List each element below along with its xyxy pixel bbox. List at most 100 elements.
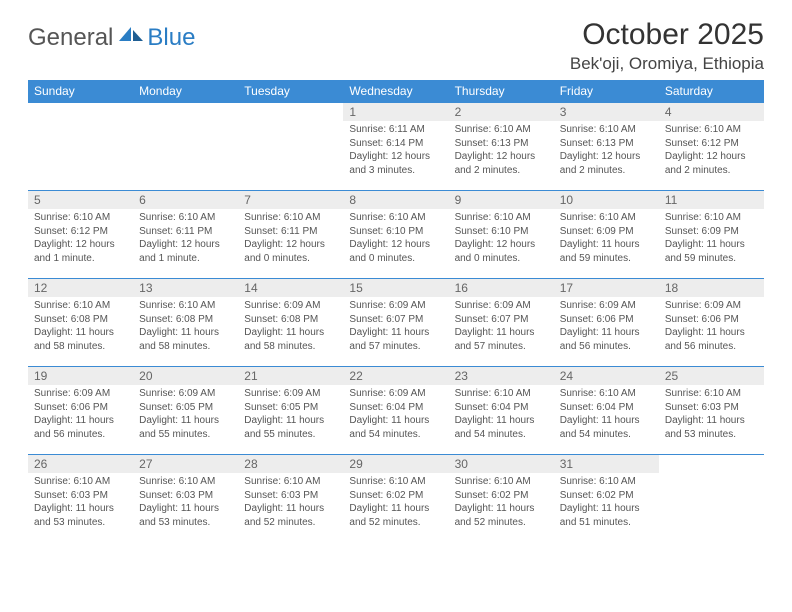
day-info: Sunrise: 6:10 AMSunset: 6:08 PMDaylight:… [133,297,238,357]
day-number: 22 [343,367,448,385]
day-header-row: Sunday Monday Tuesday Wednesday Thursday… [28,80,764,103]
day-number: 3 [554,103,659,121]
calendar-cell: 15Sunrise: 6:09 AMSunset: 6:07 PMDayligh… [343,279,448,367]
calendar-cell: 3Sunrise: 6:10 AMSunset: 6:13 PMDaylight… [554,103,659,191]
calendar-cell: 11Sunrise: 6:10 AMSunset: 6:09 PMDayligh… [659,191,764,279]
day-info: Sunrise: 6:10 AMSunset: 6:10 PMDaylight:… [449,209,554,269]
day-number: 30 [449,455,554,473]
sail-icon [117,25,145,43]
day-header: Wednesday [343,80,448,103]
calendar-cell: 13Sunrise: 6:10 AMSunset: 6:08 PMDayligh… [133,279,238,367]
day-header: Sunday [28,80,133,103]
calendar-week-row: 12Sunrise: 6:10 AMSunset: 6:08 PMDayligh… [28,279,764,367]
day-number: 10 [554,191,659,209]
day-info: Sunrise: 6:10 AMSunset: 6:12 PMDaylight:… [659,121,764,181]
calendar-cell: 22Sunrise: 6:09 AMSunset: 6:04 PMDayligh… [343,367,448,455]
day-info: Sunrise: 6:10 AMSunset: 6:11 PMDaylight:… [238,209,343,269]
day-info: Sunrise: 6:09 AMSunset: 6:06 PMDaylight:… [659,297,764,357]
calendar-cell: 28Sunrise: 6:10 AMSunset: 6:03 PMDayligh… [238,455,343,543]
day-number: 13 [133,279,238,297]
calendar-cell: 26Sunrise: 6:10 AMSunset: 6:03 PMDayligh… [28,455,133,543]
calendar-cell [238,103,343,191]
day-info: Sunrise: 6:10 AMSunset: 6:10 PMDaylight:… [343,209,448,269]
day-number: 14 [238,279,343,297]
day-header: Friday [554,80,659,103]
day-number: 19 [28,367,133,385]
calendar-cell: 18Sunrise: 6:09 AMSunset: 6:06 PMDayligh… [659,279,764,367]
calendar-cell: 1Sunrise: 6:11 AMSunset: 6:14 PMDaylight… [343,103,448,191]
location-text: Bek'oji, Oromiya, Ethiopia [570,54,764,74]
day-info: Sunrise: 6:10 AMSunset: 6:13 PMDaylight:… [554,121,659,181]
calendar-cell: 17Sunrise: 6:09 AMSunset: 6:06 PMDayligh… [554,279,659,367]
day-number: 23 [449,367,554,385]
calendar-table: Sunday Monday Tuesday Wednesday Thursday… [28,80,764,543]
day-number: 1 [343,103,448,121]
calendar-cell: 9Sunrise: 6:10 AMSunset: 6:10 PMDaylight… [449,191,554,279]
day-header: Tuesday [238,80,343,103]
calendar-cell: 29Sunrise: 6:10 AMSunset: 6:02 PMDayligh… [343,455,448,543]
calendar-week-row: 19Sunrise: 6:09 AMSunset: 6:06 PMDayligh… [28,367,764,455]
day-header: Thursday [449,80,554,103]
day-info: Sunrise: 6:09 AMSunset: 6:07 PMDaylight:… [343,297,448,357]
day-number: 15 [343,279,448,297]
day-number: 16 [449,279,554,297]
day-info: Sunrise: 6:10 AMSunset: 6:02 PMDaylight:… [449,473,554,533]
day-number: 6 [133,191,238,209]
day-header: Saturday [659,80,764,103]
day-number: 11 [659,191,764,209]
calendar-cell: 12Sunrise: 6:10 AMSunset: 6:08 PMDayligh… [28,279,133,367]
day-number: 4 [659,103,764,121]
day-info: Sunrise: 6:10 AMSunset: 6:02 PMDaylight:… [554,473,659,533]
calendar-cell [133,103,238,191]
calendar-cell: 24Sunrise: 6:10 AMSunset: 6:04 PMDayligh… [554,367,659,455]
day-info: Sunrise: 6:11 AMSunset: 6:14 PMDaylight:… [343,121,448,181]
day-info: Sunrise: 6:09 AMSunset: 6:05 PMDaylight:… [238,385,343,445]
calendar-cell: 4Sunrise: 6:10 AMSunset: 6:12 PMDaylight… [659,103,764,191]
day-info: Sunrise: 6:10 AMSunset: 6:03 PMDaylight:… [133,473,238,533]
day-info: Sunrise: 6:09 AMSunset: 6:06 PMDaylight:… [554,297,659,357]
calendar-week-row: 5Sunrise: 6:10 AMSunset: 6:12 PMDaylight… [28,191,764,279]
day-number: 29 [343,455,448,473]
day-number: 7 [238,191,343,209]
day-info: Sunrise: 6:10 AMSunset: 6:09 PMDaylight:… [659,209,764,269]
calendar-cell: 5Sunrise: 6:10 AMSunset: 6:12 PMDaylight… [28,191,133,279]
calendar-cell [659,455,764,543]
calendar-cell: 21Sunrise: 6:09 AMSunset: 6:05 PMDayligh… [238,367,343,455]
day-info: Sunrise: 6:09 AMSunset: 6:06 PMDaylight:… [28,385,133,445]
day-info: Sunrise: 6:10 AMSunset: 6:04 PMDaylight:… [449,385,554,445]
calendar-week-row: 1Sunrise: 6:11 AMSunset: 6:14 PMDaylight… [28,103,764,191]
day-info: Sunrise: 6:10 AMSunset: 6:03 PMDaylight:… [238,473,343,533]
day-info: Sunrise: 6:10 AMSunset: 6:03 PMDaylight:… [28,473,133,533]
day-info: Sunrise: 6:10 AMSunset: 6:11 PMDaylight:… [133,209,238,269]
day-number: 8 [343,191,448,209]
day-info: Sunrise: 6:10 AMSunset: 6:08 PMDaylight:… [28,297,133,357]
day-info: Sunrise: 6:10 AMSunset: 6:04 PMDaylight:… [554,385,659,445]
day-number: 24 [554,367,659,385]
calendar-cell: 2Sunrise: 6:10 AMSunset: 6:13 PMDaylight… [449,103,554,191]
month-title: October 2025 [570,18,764,52]
calendar-cell: 7Sunrise: 6:10 AMSunset: 6:11 PMDaylight… [238,191,343,279]
day-info: Sunrise: 6:09 AMSunset: 6:04 PMDaylight:… [343,385,448,445]
day-number: 31 [554,455,659,473]
day-number: 18 [659,279,764,297]
day-number: 5 [28,191,133,209]
day-info: Sunrise: 6:10 AMSunset: 6:09 PMDaylight:… [554,209,659,269]
logo: General Blue [28,24,195,52]
calendar-week-row: 26Sunrise: 6:10 AMSunset: 6:03 PMDayligh… [28,455,764,543]
calendar-cell: 31Sunrise: 6:10 AMSunset: 6:02 PMDayligh… [554,455,659,543]
calendar-cell: 14Sunrise: 6:09 AMSunset: 6:08 PMDayligh… [238,279,343,367]
day-number: 28 [238,455,343,473]
day-number: 2 [449,103,554,121]
day-number: 21 [238,367,343,385]
day-info: Sunrise: 6:09 AMSunset: 6:05 PMDaylight:… [133,385,238,445]
day-header: Monday [133,80,238,103]
calendar-cell: 30Sunrise: 6:10 AMSunset: 6:02 PMDayligh… [449,455,554,543]
calendar-cell: 6Sunrise: 6:10 AMSunset: 6:11 PMDaylight… [133,191,238,279]
logo-text-blue: Blue [147,24,195,52]
day-number: 27 [133,455,238,473]
logo-text-gray: General [28,24,113,52]
calendar-cell: 19Sunrise: 6:09 AMSunset: 6:06 PMDayligh… [28,367,133,455]
calendar-cell: 8Sunrise: 6:10 AMSunset: 6:10 PMDaylight… [343,191,448,279]
calendar-cell [28,103,133,191]
day-number: 17 [554,279,659,297]
